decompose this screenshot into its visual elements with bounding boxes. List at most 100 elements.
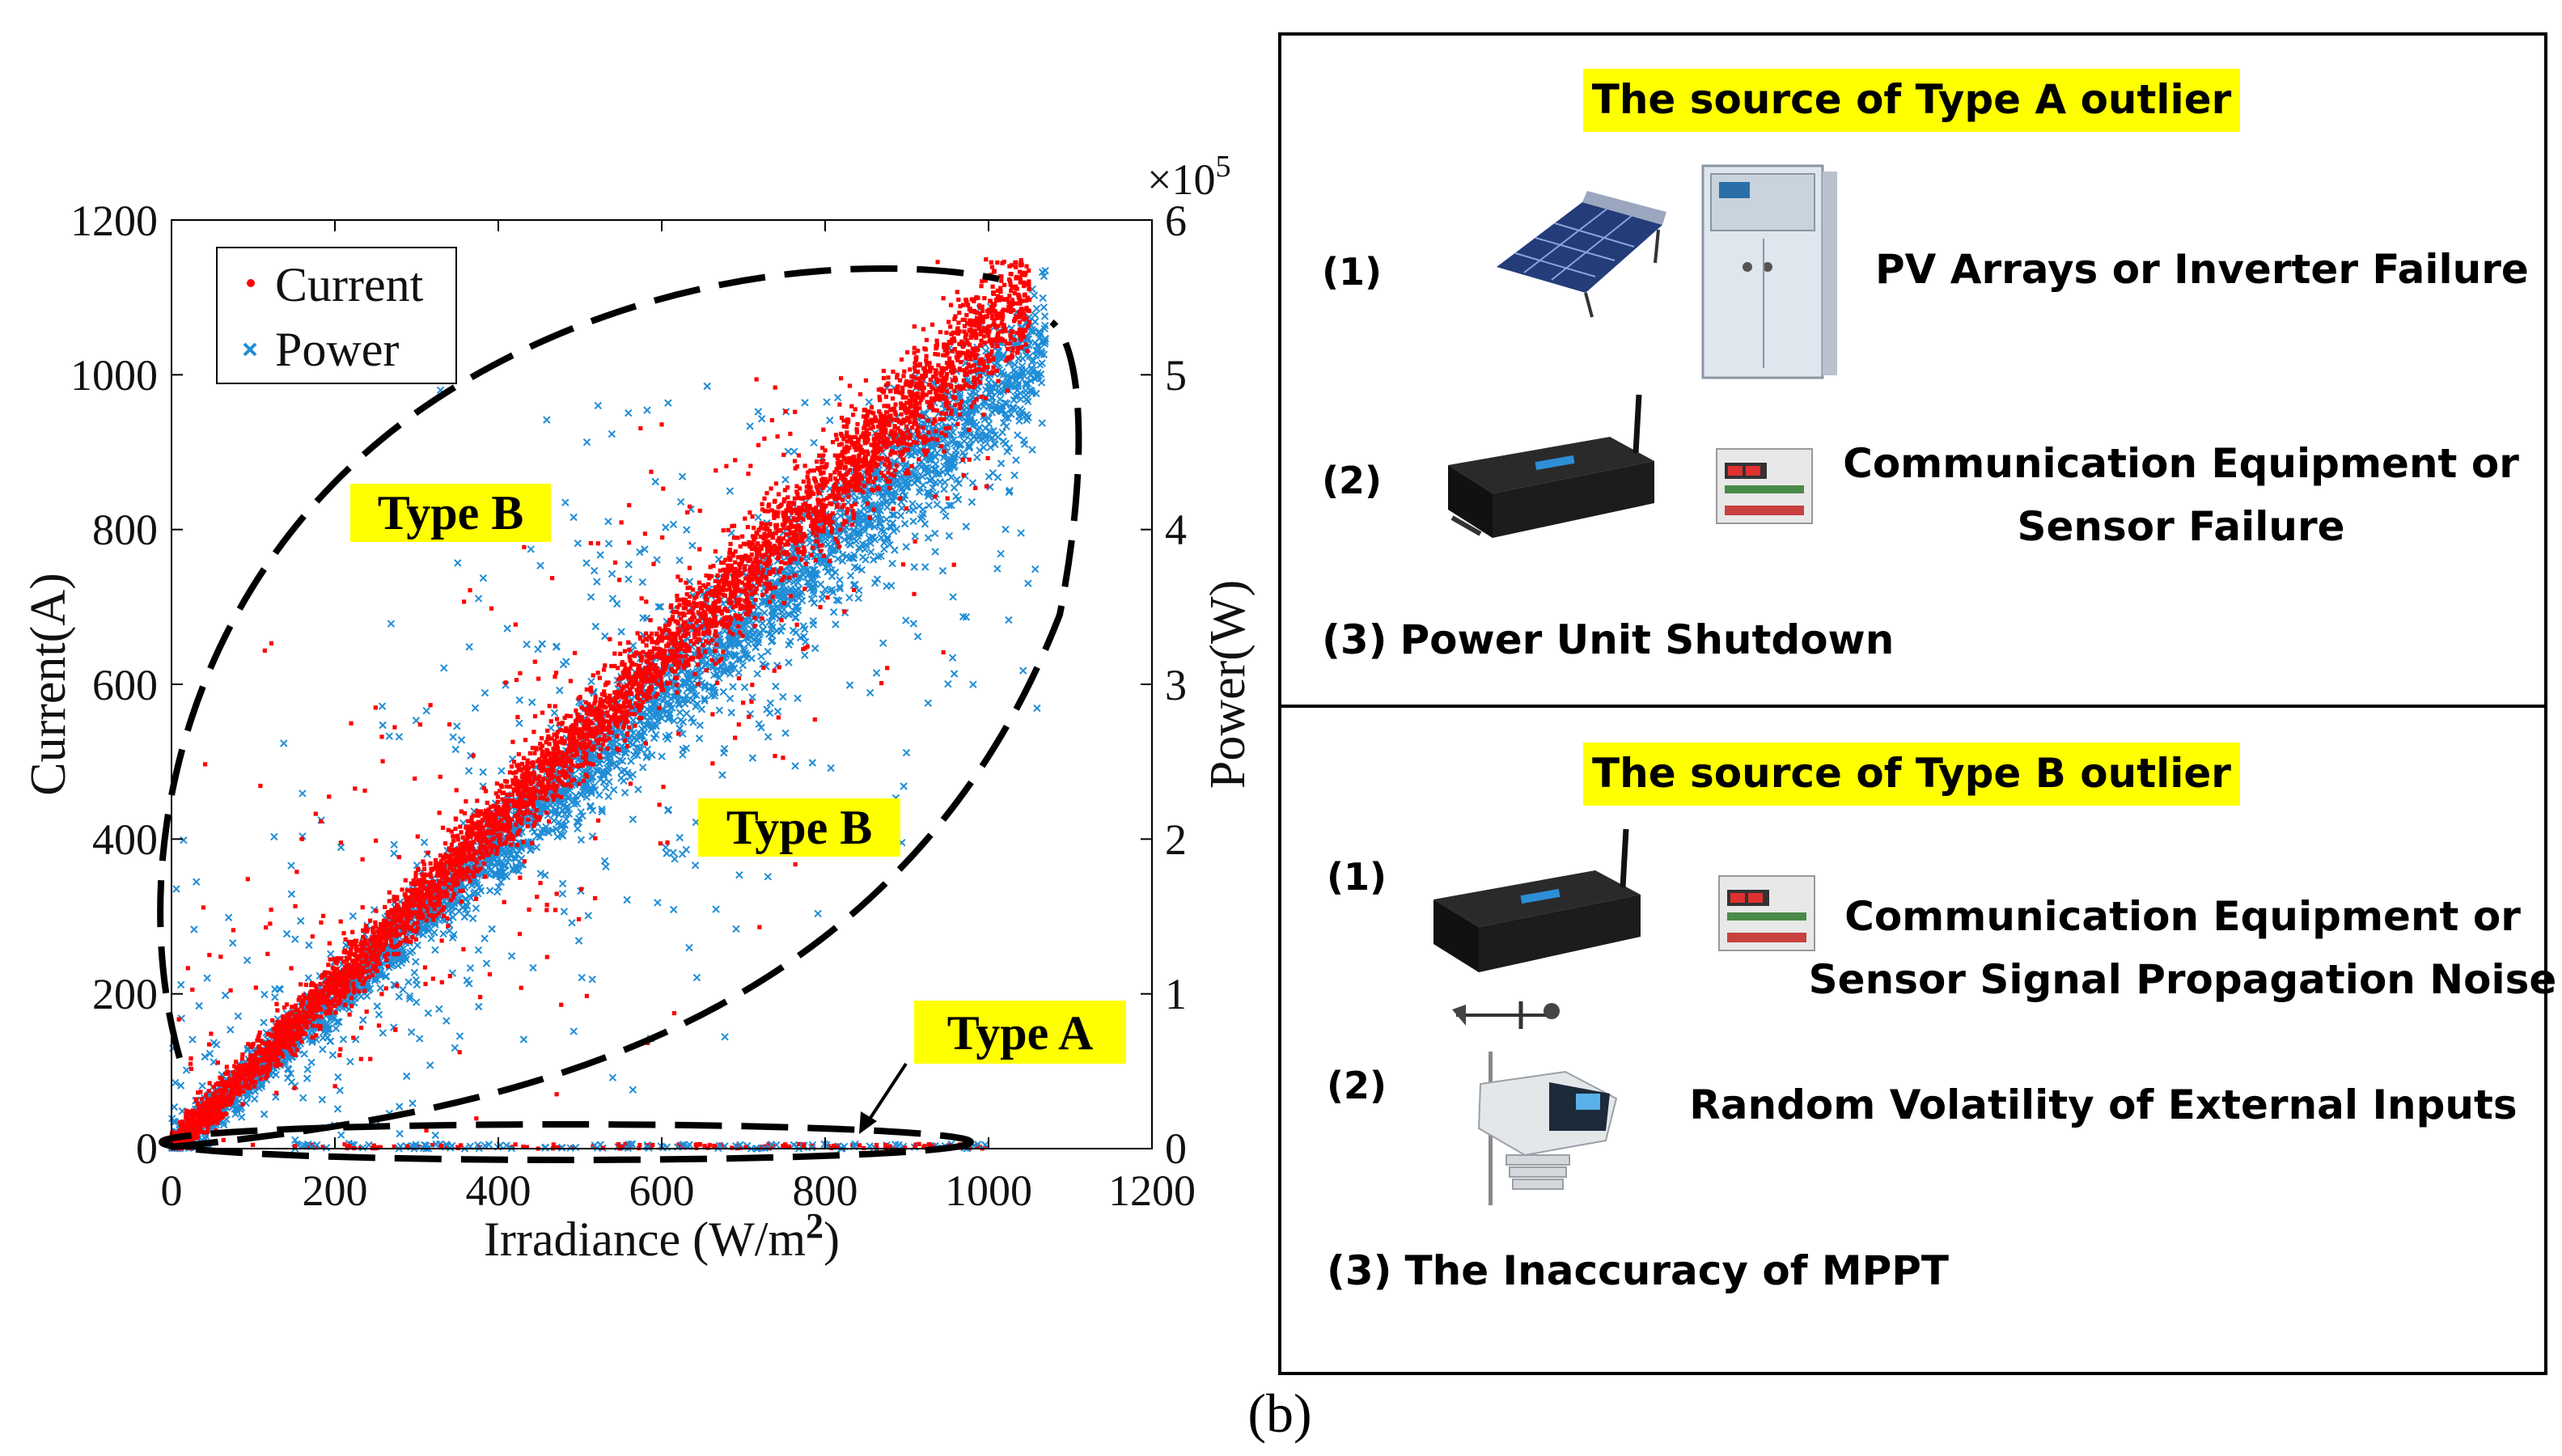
power-point [550, 709, 559, 717]
current-point [801, 502, 806, 507]
current-point [626, 725, 632, 730]
power-point [913, 633, 922, 641]
power-point [1023, 397, 1032, 406]
power-point [832, 620, 840, 629]
power-point [337, 1131, 345, 1140]
current-point [783, 561, 788, 566]
current-point [752, 526, 756, 531]
power-point [627, 757, 635, 765]
power-point [836, 585, 845, 593]
power-point [375, 1010, 383, 1019]
power-point [481, 688, 489, 697]
power-point [270, 832, 278, 841]
current-point [925, 418, 930, 423]
power-point [198, 1081, 206, 1090]
current-point [941, 296, 946, 301]
power-point [675, 833, 684, 842]
power-point [785, 658, 793, 667]
power-point [570, 1027, 578, 1035]
power-point [556, 686, 564, 695]
power-point [730, 664, 739, 672]
power-point [472, 904, 481, 912]
power-point [676, 497, 685, 506]
power-point [1017, 529, 1025, 537]
power-point [675, 709, 684, 717]
power-point [625, 561, 633, 569]
power-point [879, 639, 887, 647]
power-point [823, 398, 831, 406]
current-point [239, 1056, 244, 1061]
power-point [754, 408, 763, 416]
power-point [543, 416, 551, 424]
power-point [577, 836, 586, 844]
power-point [791, 762, 799, 770]
power-point [924, 699, 933, 707]
power-point [195, 1001, 203, 1010]
power-point [584, 912, 592, 920]
power-point [558, 879, 567, 888]
power-point [427, 934, 435, 942]
power-point [933, 500, 942, 509]
power-point [319, 1045, 327, 1054]
power-point [679, 717, 688, 726]
power-point [503, 624, 511, 633]
power-point [930, 529, 939, 538]
power-point [333, 1105, 342, 1113]
power-point [451, 745, 459, 754]
power-point [307, 1058, 315, 1067]
power-point [976, 447, 984, 455]
power-point [1030, 291, 1039, 299]
power-point [968, 479, 977, 487]
scatter-points [167, 257, 1049, 1153]
power-point [810, 438, 818, 447]
current-point [873, 476, 878, 480]
power-point [349, 912, 358, 921]
power-point [887, 582, 896, 590]
power-point [304, 974, 313, 982]
power-point [445, 926, 454, 935]
power-point [182, 1066, 191, 1074]
power-point [729, 683, 737, 691]
power-point [395, 733, 404, 741]
power-point [287, 1077, 296, 1086]
power-point [643, 406, 651, 414]
power-point [719, 688, 728, 696]
power-point [712, 905, 720, 913]
power-point [997, 549, 1005, 558]
current-point [421, 866, 427, 872]
power-point [662, 523, 670, 531]
power-point [909, 620, 918, 628]
power-point [620, 777, 628, 785]
current-point [764, 491, 769, 496]
power-point [1016, 405, 1025, 413]
current-point [753, 598, 758, 603]
power-point [669, 520, 678, 529]
power-point [679, 751, 687, 759]
power-point [938, 566, 947, 575]
power-point [940, 485, 948, 493]
power-point [669, 905, 678, 914]
power-point [260, 990, 269, 999]
power-point [1002, 440, 1010, 448]
power-point [720, 748, 728, 757]
power-point [378, 702, 387, 710]
power-point [826, 416, 834, 425]
power-point [1037, 379, 1046, 387]
power-point [481, 934, 489, 942]
power-point [643, 745, 652, 754]
power-point [243, 956, 252, 964]
power-point [536, 561, 544, 569]
power-point [931, 548, 939, 556]
power-point [683, 526, 691, 534]
power-point [412, 998, 421, 1006]
power-point [949, 593, 957, 601]
power-point [422, 706, 430, 715]
power-point [670, 717, 678, 725]
power-point [892, 525, 901, 533]
power-point [766, 699, 775, 707]
power-point [858, 565, 866, 574]
current-point [290, 1005, 294, 1009]
power-point [950, 670, 959, 678]
power-point [471, 704, 480, 713]
power-point [587, 677, 595, 686]
